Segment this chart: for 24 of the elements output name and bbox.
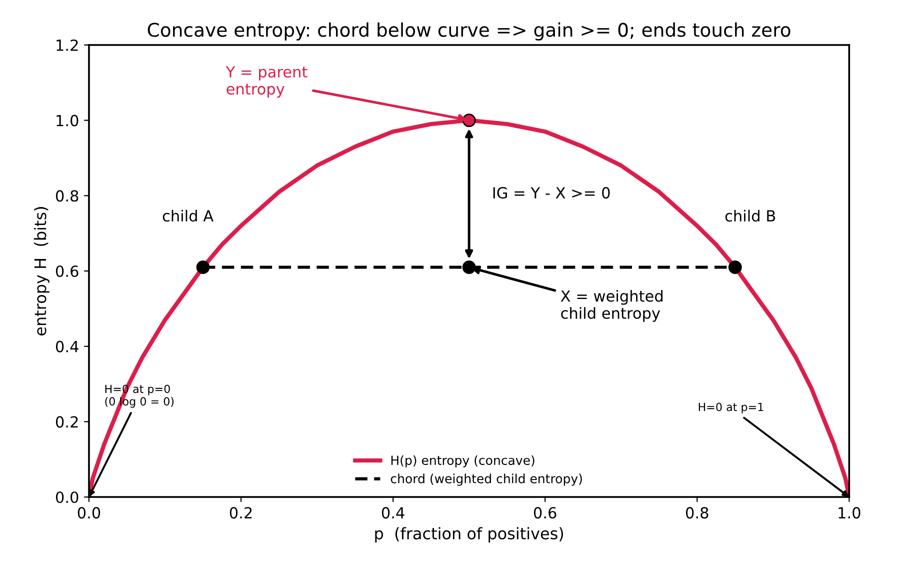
y-tick-label: 0.0 — [56, 491, 78, 504]
x-tick-label: 0.0 — [78, 507, 100, 519]
y-tick-label: 0.8 — [56, 190, 78, 202]
y-tick-label: 0.4 — [56, 340, 78, 352]
y-tick-label: 1.2 — [56, 39, 78, 51]
legend-label: chord (weighted child entropy) — [390, 474, 582, 486]
annotation: X = weighted child entropy — [560, 290, 662, 322]
legend-label: H(p) entropy (concave) — [391, 455, 534, 468]
x-tick-label: 0.2 — [230, 507, 252, 519]
x-axis-title: p (fraction of positives) — [375, 527, 564, 543]
x-tick-label: 1.0 — [838, 507, 860, 519]
annotation: child B — [725, 210, 776, 222]
annotation: child A — [162, 210, 214, 222]
annotation: H=0 at p=1 — [698, 402, 764, 414]
y-tick-label: 0.6 — [56, 265, 78, 278]
annotation: IG = Y - X >= 0 — [493, 187, 610, 199]
annotation: Y = parent entropy — [226, 66, 308, 98]
x-tick-label: 0.8 — [686, 507, 708, 519]
chart-title: Concave entropy: chord below curve => gain >= 0; ends touch zero — [148, 22, 790, 41]
y-tick-label: 0.2 — [56, 416, 78, 428]
x-tick-label: 0.4 — [382, 507, 404, 519]
y-axis-title: entropy H (bits) — [34, 207, 50, 336]
x-tick-label: 0.6 — [534, 507, 556, 519]
y-tick-label: 1.0 — [56, 114, 78, 126]
